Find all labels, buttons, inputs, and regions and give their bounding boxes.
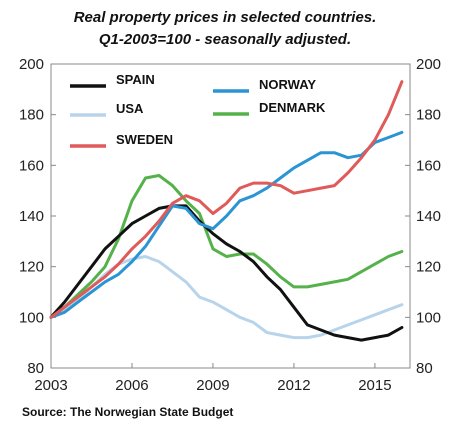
axis-ticks: 80 80 100 100 120 120 140 140 160 160 180 180 200 200… (19, 56, 441, 394)
y-tick-label-left: 160 (19, 157, 44, 174)
x-tick-label: 2003 (34, 377, 67, 394)
series-line-denmark (49, 174, 404, 319)
legend-label-usa: USA (116, 101, 144, 116)
y-tick-label-right: 100 (416, 309, 441, 326)
y-tick-label-left: 200 (19, 56, 44, 73)
y-tick-label-right: 180 (416, 107, 441, 124)
chart-subtitle: Q1-2003=100 - seasonally adjusted. (99, 31, 351, 48)
y-tick-label-right: 80 (416, 360, 433, 377)
y-tick-label-right: 140 (416, 208, 441, 225)
y-tick-label-right: 120 (416, 259, 441, 276)
legend: SPAIN USA SWEDEN NORWAY DENMARK (70, 72, 326, 148)
x-tick-label: 2015 (358, 377, 391, 394)
y-tick-label-left: 180 (19, 107, 44, 124)
y-tick-label-left: 100 (19, 309, 44, 326)
series-line-norway (49, 130, 404, 319)
y-tick-label-right: 200 (416, 56, 441, 73)
legend-label-norway: NORWAY (259, 77, 316, 92)
x-tick-label: 2012 (277, 377, 310, 394)
x-tick-label: 2009 (196, 377, 229, 394)
y-tick-label-right: 160 (416, 157, 441, 174)
series-lines (49, 80, 404, 342)
x-tick-label: 2006 (115, 377, 148, 394)
series-line-sweden (49, 80, 404, 319)
legend-label-spain: SPAIN (116, 72, 155, 87)
y-tick-label-left: 120 (19, 259, 44, 276)
source-note: Source: The Norwegian State Budget (22, 405, 233, 419)
y-tick-label-left: 80 (27, 360, 44, 377)
legend-label-sweden: SWEDEN (116, 132, 173, 147)
y-tick-label-left: 140 (19, 208, 44, 225)
series-line-spain (49, 204, 404, 342)
legend-label-denmark: DENMARK (259, 100, 326, 115)
chart-title: Real property prices in selected countri… (74, 9, 377, 26)
